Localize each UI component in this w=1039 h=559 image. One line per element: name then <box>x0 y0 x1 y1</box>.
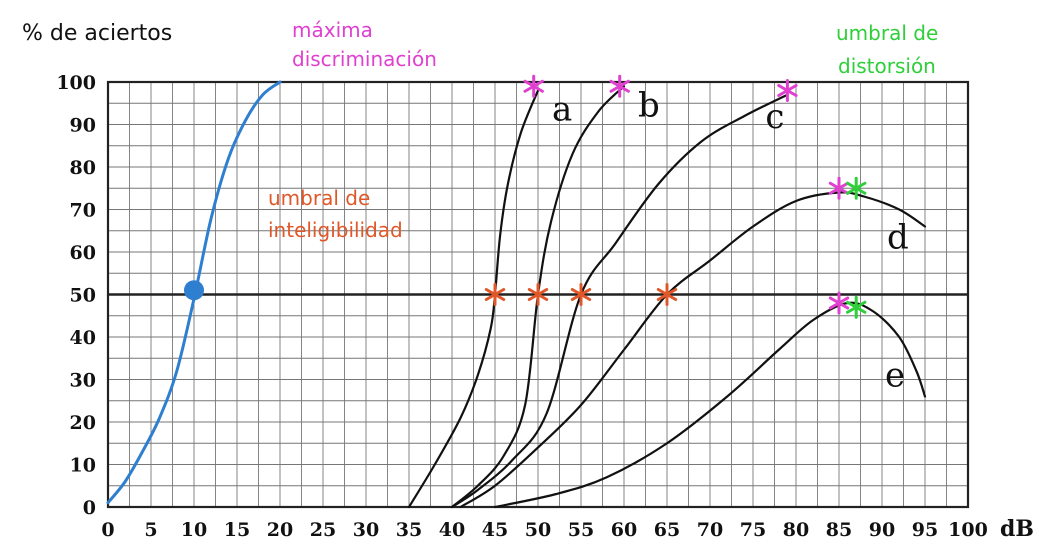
marker-star <box>523 74 544 98</box>
series-label-c: c <box>765 97 784 137</box>
marker-star-stroke <box>846 181 867 195</box>
marker-star-stroke <box>609 79 630 93</box>
y-tick-label: 60 <box>70 242 96 264</box>
marker-star-stroke <box>523 79 544 93</box>
x-tick-label: 55 <box>568 519 594 541</box>
x-tick-label: 10 <box>181 519 207 541</box>
marker-star <box>570 283 592 306</box>
label-group: 0 5 10 15 20 25 30 35 40 45 50 55 60 65 70 75 80 85 90 95 10… <box>56 72 988 541</box>
marker-star <box>828 291 850 315</box>
x-tick-label: 65 <box>654 519 680 541</box>
y-tick-label: 0 <box>83 497 96 519</box>
x-tick-label: 20 <box>267 519 293 541</box>
marker-star <box>828 176 850 200</box>
x-tick-label: 75 <box>740 519 766 541</box>
y-tick-label: 100 <box>56 72 96 94</box>
marker-star-stroke <box>846 300 867 314</box>
y-tick-label: 90 <box>70 115 96 137</box>
y-tick-label: 80 <box>70 157 96 179</box>
annotation-maxima: máxima discriminación <box>292 18 437 71</box>
marker-star <box>484 283 506 306</box>
x-tick-label: 30 <box>353 519 379 541</box>
y-tick-label: 20 <box>70 412 96 434</box>
x-tick-label: 70 <box>697 519 723 541</box>
marker-star-stroke <box>527 288 549 301</box>
series-label-d: d <box>887 218 909 258</box>
x-tick-label: 35 <box>396 519 422 541</box>
x-tick-label: 100 <box>948 519 988 541</box>
marker-star-stroke <box>570 288 592 301</box>
x-tick-label: 80 <box>783 519 809 541</box>
marker-star-stroke <box>484 288 506 301</box>
grid <box>106 80 970 509</box>
marker-star <box>527 283 549 306</box>
series-label-a: a <box>552 90 572 130</box>
marker-star-stroke <box>777 84 798 97</box>
series-label-e: e <box>885 356 905 396</box>
series-line-a <box>407 89 540 509</box>
annotation-distorsion: umbral de distorsión <box>836 21 945 78</box>
y-tick-label: 10 <box>70 455 96 477</box>
x-axis-unit: dB <box>1000 516 1034 542</box>
x-tick-label: 60 <box>611 519 637 541</box>
x-tick-label: 90 <box>869 519 895 541</box>
marker-star <box>777 79 798 102</box>
marker-dot <box>184 280 204 301</box>
y-tick-label: 40 <box>70 327 96 349</box>
series-label-b: b <box>638 85 660 125</box>
series-line-c <box>450 93 789 509</box>
x-tick-label: 0 <box>101 519 114 541</box>
series-line-e <box>493 301 927 509</box>
series-line-d <box>459 191 927 509</box>
y-tick-label: 50 <box>70 285 96 307</box>
marker-star-stroke <box>656 288 678 301</box>
x-tick-label: 95 <box>912 519 938 541</box>
x-tick-label: 40 <box>439 519 465 541</box>
marker-star <box>609 74 630 98</box>
marker-star <box>656 283 678 306</box>
x-tick-label: 15 <box>224 519 250 541</box>
x-tick-label: 85 <box>826 519 852 541</box>
marker-group <box>184 74 867 319</box>
x-tick-label: 25 <box>310 519 336 541</box>
marker-star-stroke <box>828 296 850 310</box>
y-axis-title: % de aciertos <box>22 21 172 46</box>
x-tick-label: 5 <box>144 519 157 541</box>
marker-star <box>846 295 867 319</box>
x-tick-label: 45 <box>482 519 508 541</box>
marker-star <box>846 176 867 200</box>
marker-star-stroke <box>828 181 850 195</box>
annotation-inteligibilidad: umbral de inteligibilidad <box>268 186 403 242</box>
x-tick-label: 50 <box>525 519 551 541</box>
y-tick-label: 30 <box>70 370 96 392</box>
y-tick-label: 70 <box>70 200 96 222</box>
